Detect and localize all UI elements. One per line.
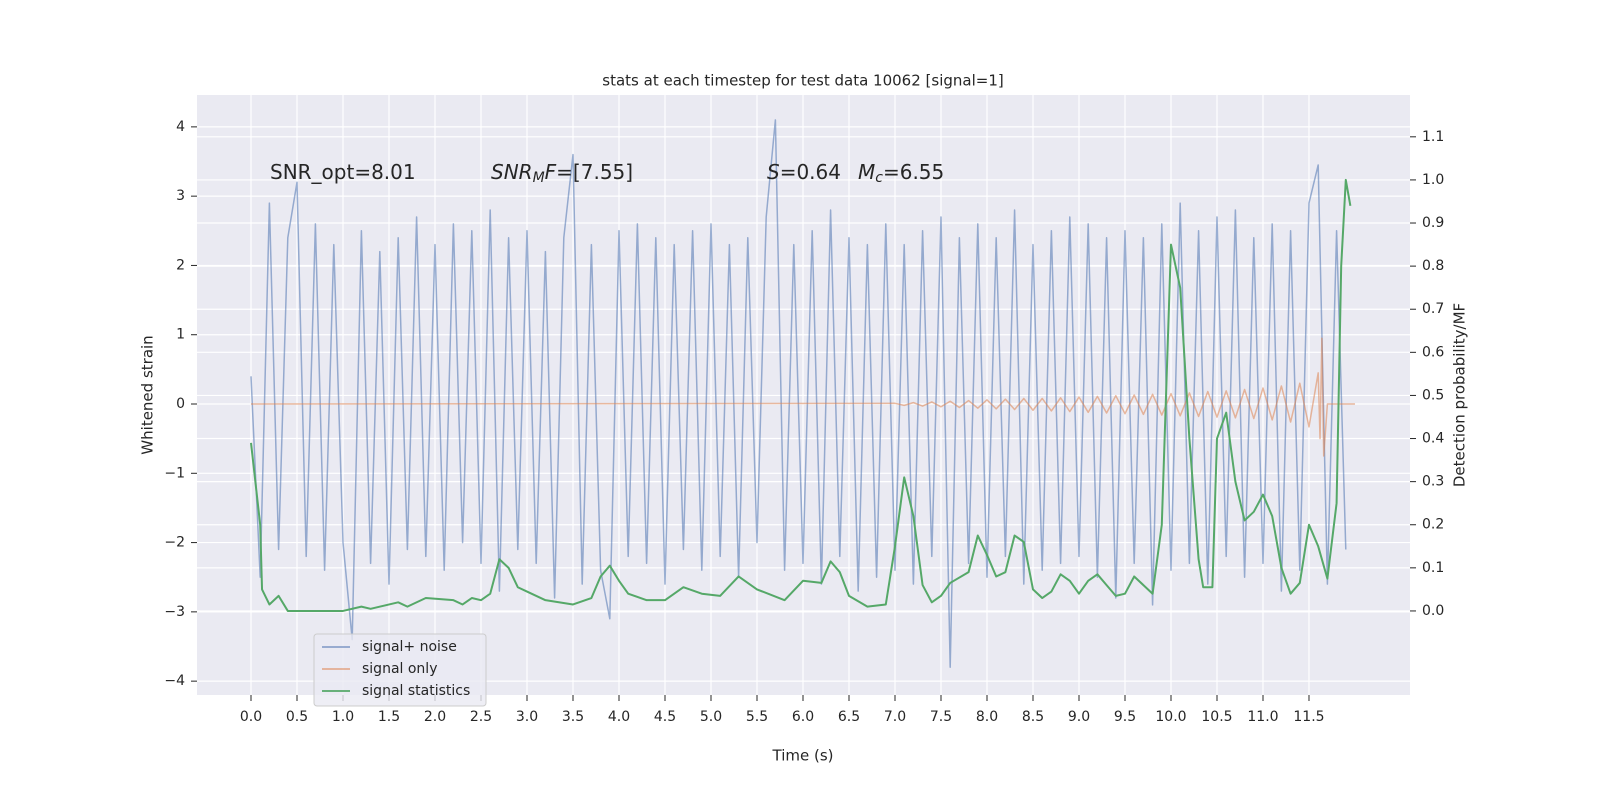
x-tick-label: 3.0 bbox=[516, 709, 538, 725]
x-tick-label: 5.5 bbox=[746, 709, 768, 725]
x-tick-label: 9.0 bbox=[1068, 709, 1090, 725]
legend-box bbox=[313, 633, 487, 707]
annotation-part: =0.64 bbox=[780, 160, 841, 184]
y2-tick-label: 0.2 bbox=[1422, 517, 1444, 533]
annotation-part: M bbox=[858, 160, 875, 184]
annotation-part: SNR_opt=8.01 bbox=[270, 160, 416, 184]
annotation-part: S bbox=[767, 160, 780, 184]
x-tick-label: 9.5 bbox=[1114, 709, 1136, 725]
x-tick-label: 7.5 bbox=[930, 709, 952, 725]
x-tick-label: 7.0 bbox=[884, 709, 906, 725]
annotation-part: c bbox=[875, 170, 883, 186]
x-tick-label: 1.0 bbox=[332, 709, 354, 725]
x-tick-label: 3.5 bbox=[562, 709, 584, 725]
y-tick-label: 1 bbox=[176, 327, 185, 343]
x-tick-label: 4.5 bbox=[654, 709, 676, 725]
axes: 0.0 0.5 1.0 1.5 2.0 2.5 3.0 3.5 4.0 4.5 5.0 5.5 6.0 6… bbox=[164, 119, 1444, 725]
y-tick-label: −1 bbox=[164, 465, 185, 481]
legend-label: signal statistics bbox=[362, 683, 470, 699]
y2-tick-label: 1.0 bbox=[1422, 172, 1444, 188]
x-tick-label: 0.0 bbox=[240, 709, 262, 725]
y2-tick-label: 0.9 bbox=[1422, 215, 1444, 231]
x-tick-label: 2.5 bbox=[470, 709, 492, 725]
chart-title: stats at each timestep for test data 100… bbox=[602, 72, 1003, 90]
x-tick-label: 5.0 bbox=[700, 709, 722, 725]
y-tick-label: −3 bbox=[164, 604, 185, 620]
y-tick-label: −4 bbox=[164, 673, 185, 689]
x-tick-label: 8.0 bbox=[976, 709, 998, 725]
x-axis-label: Time (s) bbox=[772, 747, 834, 765]
legend: signal+ noise signal only signal statistic… bbox=[313, 633, 487, 707]
x-tick-label: 8.5 bbox=[1022, 709, 1044, 725]
y2-tick-label: 1.1 bbox=[1422, 129, 1444, 145]
annotation-part: =6.55 bbox=[883, 160, 944, 184]
legend-label: signal+ noise bbox=[362, 639, 457, 655]
annotation-part: SNR bbox=[491, 160, 533, 184]
x-tick-label: 11.0 bbox=[1247, 709, 1278, 725]
annotation: SNRMF=[7.55] bbox=[491, 160, 633, 187]
series-line bbox=[250, 178, 1352, 612]
x-tick-label: 0.5 bbox=[286, 709, 308, 725]
y-tick-label: 0 bbox=[176, 396, 185, 412]
marks bbox=[250, 119, 1355, 669]
y2-tick-label: 0.4 bbox=[1422, 431, 1444, 447]
y2-tick-label: 0.3 bbox=[1422, 474, 1444, 490]
x-tick-label: 10.0 bbox=[1155, 709, 1186, 725]
annotation-part: M bbox=[533, 170, 545, 186]
x-tick-label: 6.0 bbox=[792, 709, 814, 725]
x-tick-label: 4.0 bbox=[608, 709, 630, 725]
legend-label: signal only bbox=[362, 661, 437, 677]
y-tick-label: −2 bbox=[164, 535, 185, 551]
annotation: SNR_opt=8.01 bbox=[270, 160, 416, 184]
x-tick-label: 2.0 bbox=[424, 709, 446, 725]
y-tick-label: 4 bbox=[176, 119, 185, 135]
y-axis-label: Whitened strain bbox=[139, 335, 157, 454]
x-tick-label: 11.5 bbox=[1293, 709, 1324, 725]
annotation: S=0.64 bbox=[767, 160, 841, 184]
y2-tick-label: 0.5 bbox=[1422, 387, 1444, 403]
x-tick-label: 10.5 bbox=[1201, 709, 1232, 725]
y2-axis-label: Detection probability/MF bbox=[1451, 303, 1469, 487]
y2-tick-label: 0.0 bbox=[1422, 603, 1444, 619]
y-tick-label: 3 bbox=[176, 188, 185, 204]
annotation-part: =[7.55] bbox=[556, 160, 633, 184]
y2-tick-label: 0.7 bbox=[1422, 301, 1444, 317]
y-tick-label: 2 bbox=[176, 257, 185, 273]
y2-tick-label: 0.1 bbox=[1422, 560, 1444, 576]
x-tick-label: 6.5 bbox=[838, 709, 860, 725]
series-line bbox=[250, 337, 1355, 457]
x-tick-label: 1.5 bbox=[378, 709, 400, 725]
annotation-part: F bbox=[545, 160, 557, 184]
annotation: Mc=6.55 bbox=[858, 160, 944, 187]
y2-tick-label: 0.8 bbox=[1422, 258, 1444, 274]
y2-tick-label: 0.6 bbox=[1422, 344, 1444, 360]
